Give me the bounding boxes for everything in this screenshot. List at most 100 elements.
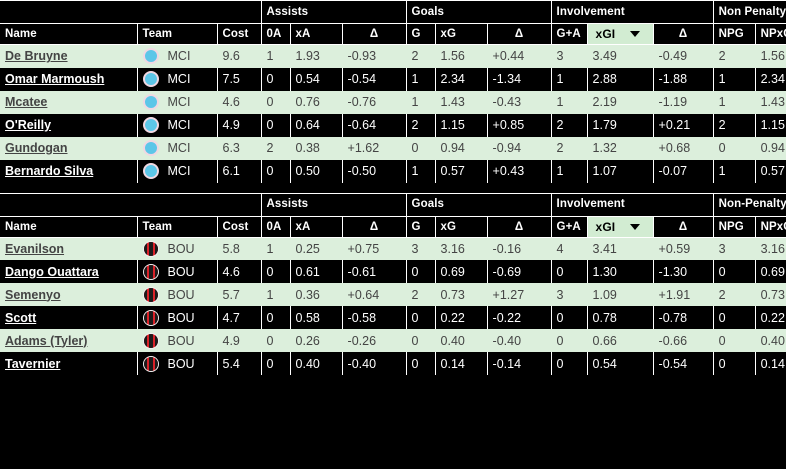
table-row[interactable]: Adams (Tyler) BOU 4.9 0 0.26 -0.26 0 0.40 -0.40 0… xyxy=(0,329,786,352)
column-header-xgi[interactable]: xGI xyxy=(586,215,654,238)
player-name-link[interactable]: Omar Marmoush xyxy=(5,72,105,86)
team-wrapper: BOU xyxy=(142,263,212,280)
column-header-name[interactable]: Name xyxy=(0,215,137,238)
cell-ga: 0 xyxy=(550,329,588,352)
column-header-xg[interactable]: xG xyxy=(434,23,488,45)
column-header-xgi[interactable]: xGI xyxy=(586,23,654,45)
column-header-name[interactable]: Name xyxy=(0,23,137,45)
cell-dg: -0.16 xyxy=(486,237,552,260)
player-name-link[interactable]: Mcatee xyxy=(5,95,48,109)
cell-a: 0 xyxy=(260,329,291,352)
player-name-link[interactable]: Semenyo xyxy=(5,287,61,302)
cell-npg: 0 xyxy=(712,352,756,375)
column-header-xa[interactable]: xA xyxy=(289,215,343,238)
column-header-dg[interactable]: Δ xyxy=(486,215,552,238)
table-row[interactable]: Bernardo Silva MCI 6.1 0 0.50 -0.50 1 0.57 +0.43… xyxy=(0,159,786,183)
player-name-link[interactable]: De Bruyne xyxy=(5,49,68,64)
group-header-involvement: Involvement xyxy=(550,0,714,24)
bou-badge-icon xyxy=(142,240,159,257)
team-cell: MCI xyxy=(136,136,217,160)
column-header-ga[interactable]: G+A xyxy=(550,23,588,45)
player-name-cell: Bernardo Silva xyxy=(0,159,137,183)
column-header-cost[interactable]: Cost xyxy=(216,215,262,238)
table-row[interactable]: O'Reilly MCI 4.9 0 0.64 -0.64 2 1.15 +0.85 2 1.79 +… xyxy=(0,113,786,137)
player-name-link[interactable]: Tavernier xyxy=(5,356,61,371)
cell-xa: 0.38 xyxy=(289,136,343,160)
player-name-link[interactable]: Bernardo Silva xyxy=(5,164,94,178)
team-abbreviation: MCI xyxy=(167,164,191,178)
column-header-g[interactable]: G xyxy=(405,23,436,45)
cell-ga: 3 xyxy=(550,44,588,68)
column-header-a[interactable]: 0A xyxy=(260,215,291,238)
table-row[interactable]: Evanilson BOU 5.8 1 0.25 +0.75 3 3.16 -0.16 4 3.41… xyxy=(0,237,786,260)
cell-g: 2 xyxy=(405,113,436,137)
cell-xg: 0.22 xyxy=(434,306,488,329)
column-header-xg[interactable]: xG xyxy=(434,215,488,238)
cell-g: 2 xyxy=(405,283,436,306)
team-wrapper: MCI xyxy=(142,117,212,133)
column-header-ga[interactable]: G+A xyxy=(550,215,588,238)
player-name-link[interactable]: Adams (Tyler) xyxy=(5,333,88,348)
team-cell: MCI xyxy=(136,159,217,183)
player-name-link[interactable]: Scott xyxy=(5,310,37,325)
column-header-npg[interactable]: NPG xyxy=(712,215,756,238)
cell-xg: 0.73 xyxy=(434,283,488,306)
cell-cost: 4.6 xyxy=(216,90,262,114)
cell-xg: 1.56 xyxy=(434,44,488,68)
column-header-da[interactable]: Δ xyxy=(341,23,407,45)
table-row[interactable]: De Bruyne MCI 9.6 1 1.93 -0.93 2 1.56 +0.44 3 3.49… xyxy=(0,44,786,68)
mci-badge-icon xyxy=(142,94,159,110)
team-wrapper: MCI xyxy=(142,140,212,156)
table-row[interactable]: Gundogan MCI 6.3 2 0.38 +1.62 0 0.94 -0.94 2 1.32 +… xyxy=(0,136,786,160)
group-header-non-penalty-goals: Non Penalty Goals xyxy=(712,0,786,24)
team-cell: BOU xyxy=(136,352,217,375)
cell-ga: 1 xyxy=(550,159,588,183)
column-header-npxg[interactable]: NPxG xyxy=(754,23,786,45)
table-row[interactable]: Omar Marmoush MCI 7.5 0 0.54 -0.54 1 2.34 -1.34 1… xyxy=(0,67,786,91)
cell-cost: 5.4 xyxy=(216,352,262,375)
team-abbreviation: MCI xyxy=(167,72,191,86)
cell-xgi: 0.54 xyxy=(586,352,654,375)
cell-xg: 3.16 xyxy=(434,237,488,260)
cell-dgi: -0.49 xyxy=(652,44,714,68)
table-row[interactable]: Semenyo BOU 5.7 1 0.36 +0.64 2 0.73 +1.27 3 1.09 +1… xyxy=(0,283,786,306)
cell-dg: -0.69 xyxy=(486,260,552,283)
column-header-team[interactable]: Team xyxy=(136,215,217,238)
team-cell: MCI xyxy=(136,44,217,68)
cell-da: -0.64 xyxy=(341,113,407,137)
column-header-a[interactable]: 0A xyxy=(260,23,291,45)
sort-descending-caret-icon[interactable] xyxy=(629,223,640,230)
cell-npxg: 3.16 xyxy=(754,237,786,260)
cell-ga: 3 xyxy=(550,283,588,306)
player-name-link[interactable]: Dango Ouattara xyxy=(5,264,99,279)
sort-descending-caret-icon[interactable] xyxy=(629,31,640,37)
cell-g: 1 xyxy=(405,159,436,183)
team-cell: BOU xyxy=(136,260,217,283)
team-abbreviation: MCI xyxy=(167,141,191,155)
column-header-xa[interactable]: xA xyxy=(289,23,343,45)
column-header-dg[interactable]: Δ xyxy=(486,23,552,45)
player-name-link[interactable]: Evanilson xyxy=(5,241,65,256)
cell-da: +1.62 xyxy=(341,136,407,160)
table-row[interactable]: Mcatee MCI 4.6 0 0.76 -0.76 1 1.43 -0.43 1 2.19 -1.… xyxy=(0,90,786,114)
table-row[interactable]: Dango Ouattara BOU 4.6 0 0.61 -0.61 0 0.69 -0.69… xyxy=(0,260,786,283)
column-header-g[interactable]: G xyxy=(405,215,436,238)
player-name-link[interactable]: Gundogan xyxy=(5,141,68,155)
team-abbreviation: BOU xyxy=(167,287,195,302)
cell-npg: 1 xyxy=(712,67,756,91)
player-name-link[interactable]: O'Reilly xyxy=(5,118,52,132)
table-row[interactable]: Tavernier BOU 5.4 0 0.40 -0.40 0 0.14 -0.14 0 0.54… xyxy=(0,352,786,375)
column-header-da[interactable]: Δ xyxy=(341,215,407,238)
column-header-npxg[interactable]: NPxG xyxy=(754,215,786,238)
column-header-dgi[interactable]: Δ xyxy=(652,23,714,45)
column-header-npg[interactable]: NPG xyxy=(712,23,756,45)
column-header-cost[interactable]: Cost xyxy=(216,23,262,45)
column-header-dgi[interactable]: Δ xyxy=(652,215,714,238)
table-row[interactable]: Scott BOU 4.7 0 0.58 -0.58 0 0.22 -0.22 0 0.78 -0.7… xyxy=(0,306,786,329)
cell-dg: +1.27 xyxy=(486,283,552,306)
column-header-team[interactable]: Team xyxy=(136,23,217,45)
group-header-goals: Goals xyxy=(405,0,552,24)
cell-xg: 0.94 xyxy=(434,136,488,160)
